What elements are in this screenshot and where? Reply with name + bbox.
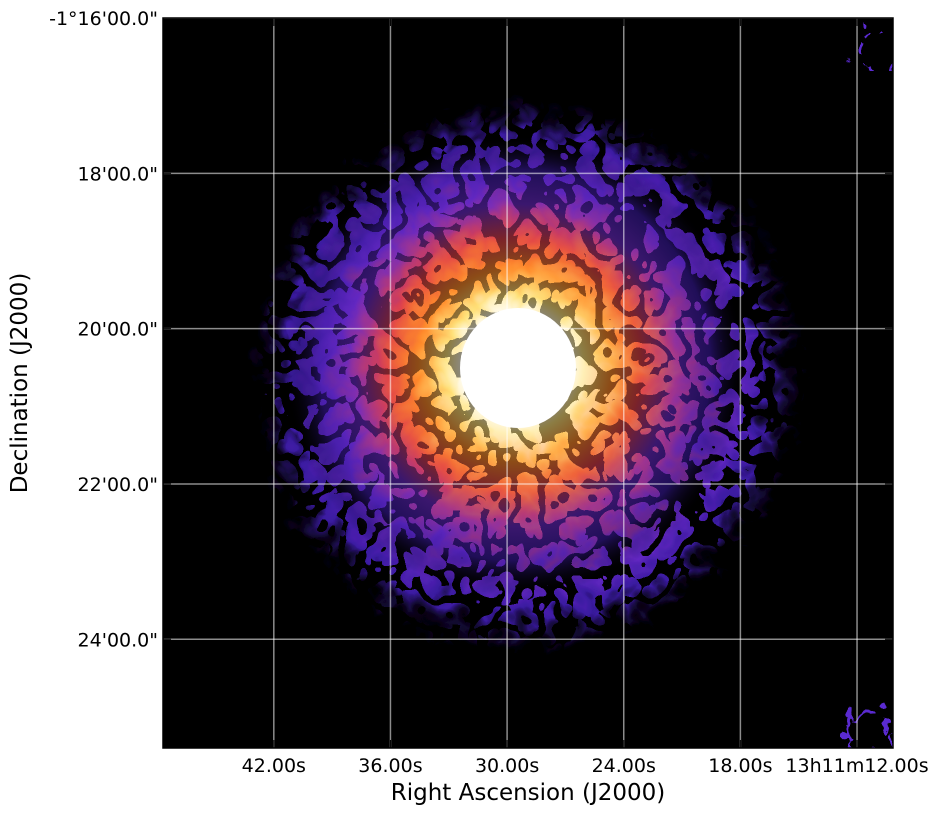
y-tick-label: 22'00.0" <box>78 474 158 496</box>
axes: 42.00s 36.00s 30.00s 24.00s 18.00s 13h11m12.0… <box>49 8 929 777</box>
x-tick-label: 24.00s <box>592 755 656 777</box>
y-tick-label: 20'00.0" <box>78 319 158 341</box>
sky-image <box>163 18 893 748</box>
y-tick-label: -1°16'00.0" <box>49 8 158 30</box>
x-tick-label: 13h11m12.00s <box>785 755 928 777</box>
edge-noise <box>845 18 893 65</box>
y-tick-label: 18'00.0" <box>78 163 158 185</box>
x-tick-label: 42.00s <box>242 755 306 777</box>
edge-noise <box>831 696 889 748</box>
y-axis-title: Declination (J2000) <box>7 273 33 494</box>
x-tick-label: 18.00s <box>708 755 772 777</box>
emission-core <box>460 308 576 428</box>
x-tick-label: 30.00s <box>475 755 539 777</box>
x-axis-title: Right Ascension (J2000) <box>391 780 666 806</box>
x-tick-label: 36.00s <box>358 755 422 777</box>
plot-frame <box>162 17 894 749</box>
y-tick-label: 24'00.0" <box>78 629 158 651</box>
